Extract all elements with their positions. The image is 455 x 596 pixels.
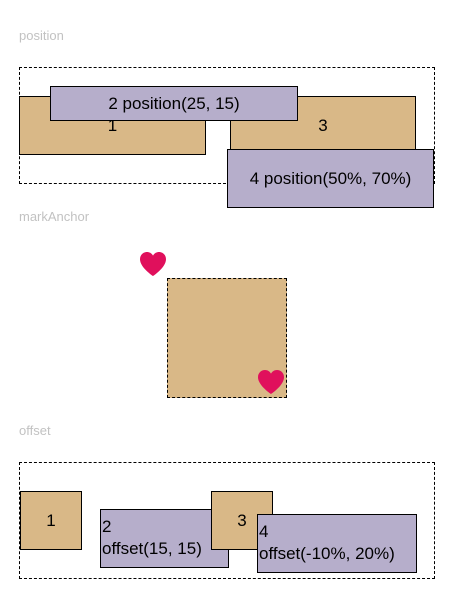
offset-box-2-line2: offset(15, 15) <box>102 539 202 558</box>
section-label-markanchor: markAnchor <box>19 209 90 224</box>
offset-box-2-line1: 2 <box>102 517 112 536</box>
heart-icon <box>257 369 285 395</box>
section-label-offset: offset <box>19 423 51 438</box>
offset-box-2: 2 offset(15, 15) <box>100 509 229 568</box>
offset-box-4-line1: 4 <box>259 522 269 541</box>
offset-box-1: 1 <box>20 491 82 550</box>
position-box-4: 4 position(50%, 70%) <box>227 149 434 208</box>
offset-box-4-line2: offset(-10%, 20%) <box>259 544 395 563</box>
offset-container <box>19 462 435 579</box>
offset-box-4: 4 offset(-10%, 20%) <box>257 514 417 573</box>
section-label-position: position <box>19 28 64 43</box>
heart-icon <box>139 251 167 277</box>
position-box-2: 2 position(25, 15) <box>50 86 298 121</box>
